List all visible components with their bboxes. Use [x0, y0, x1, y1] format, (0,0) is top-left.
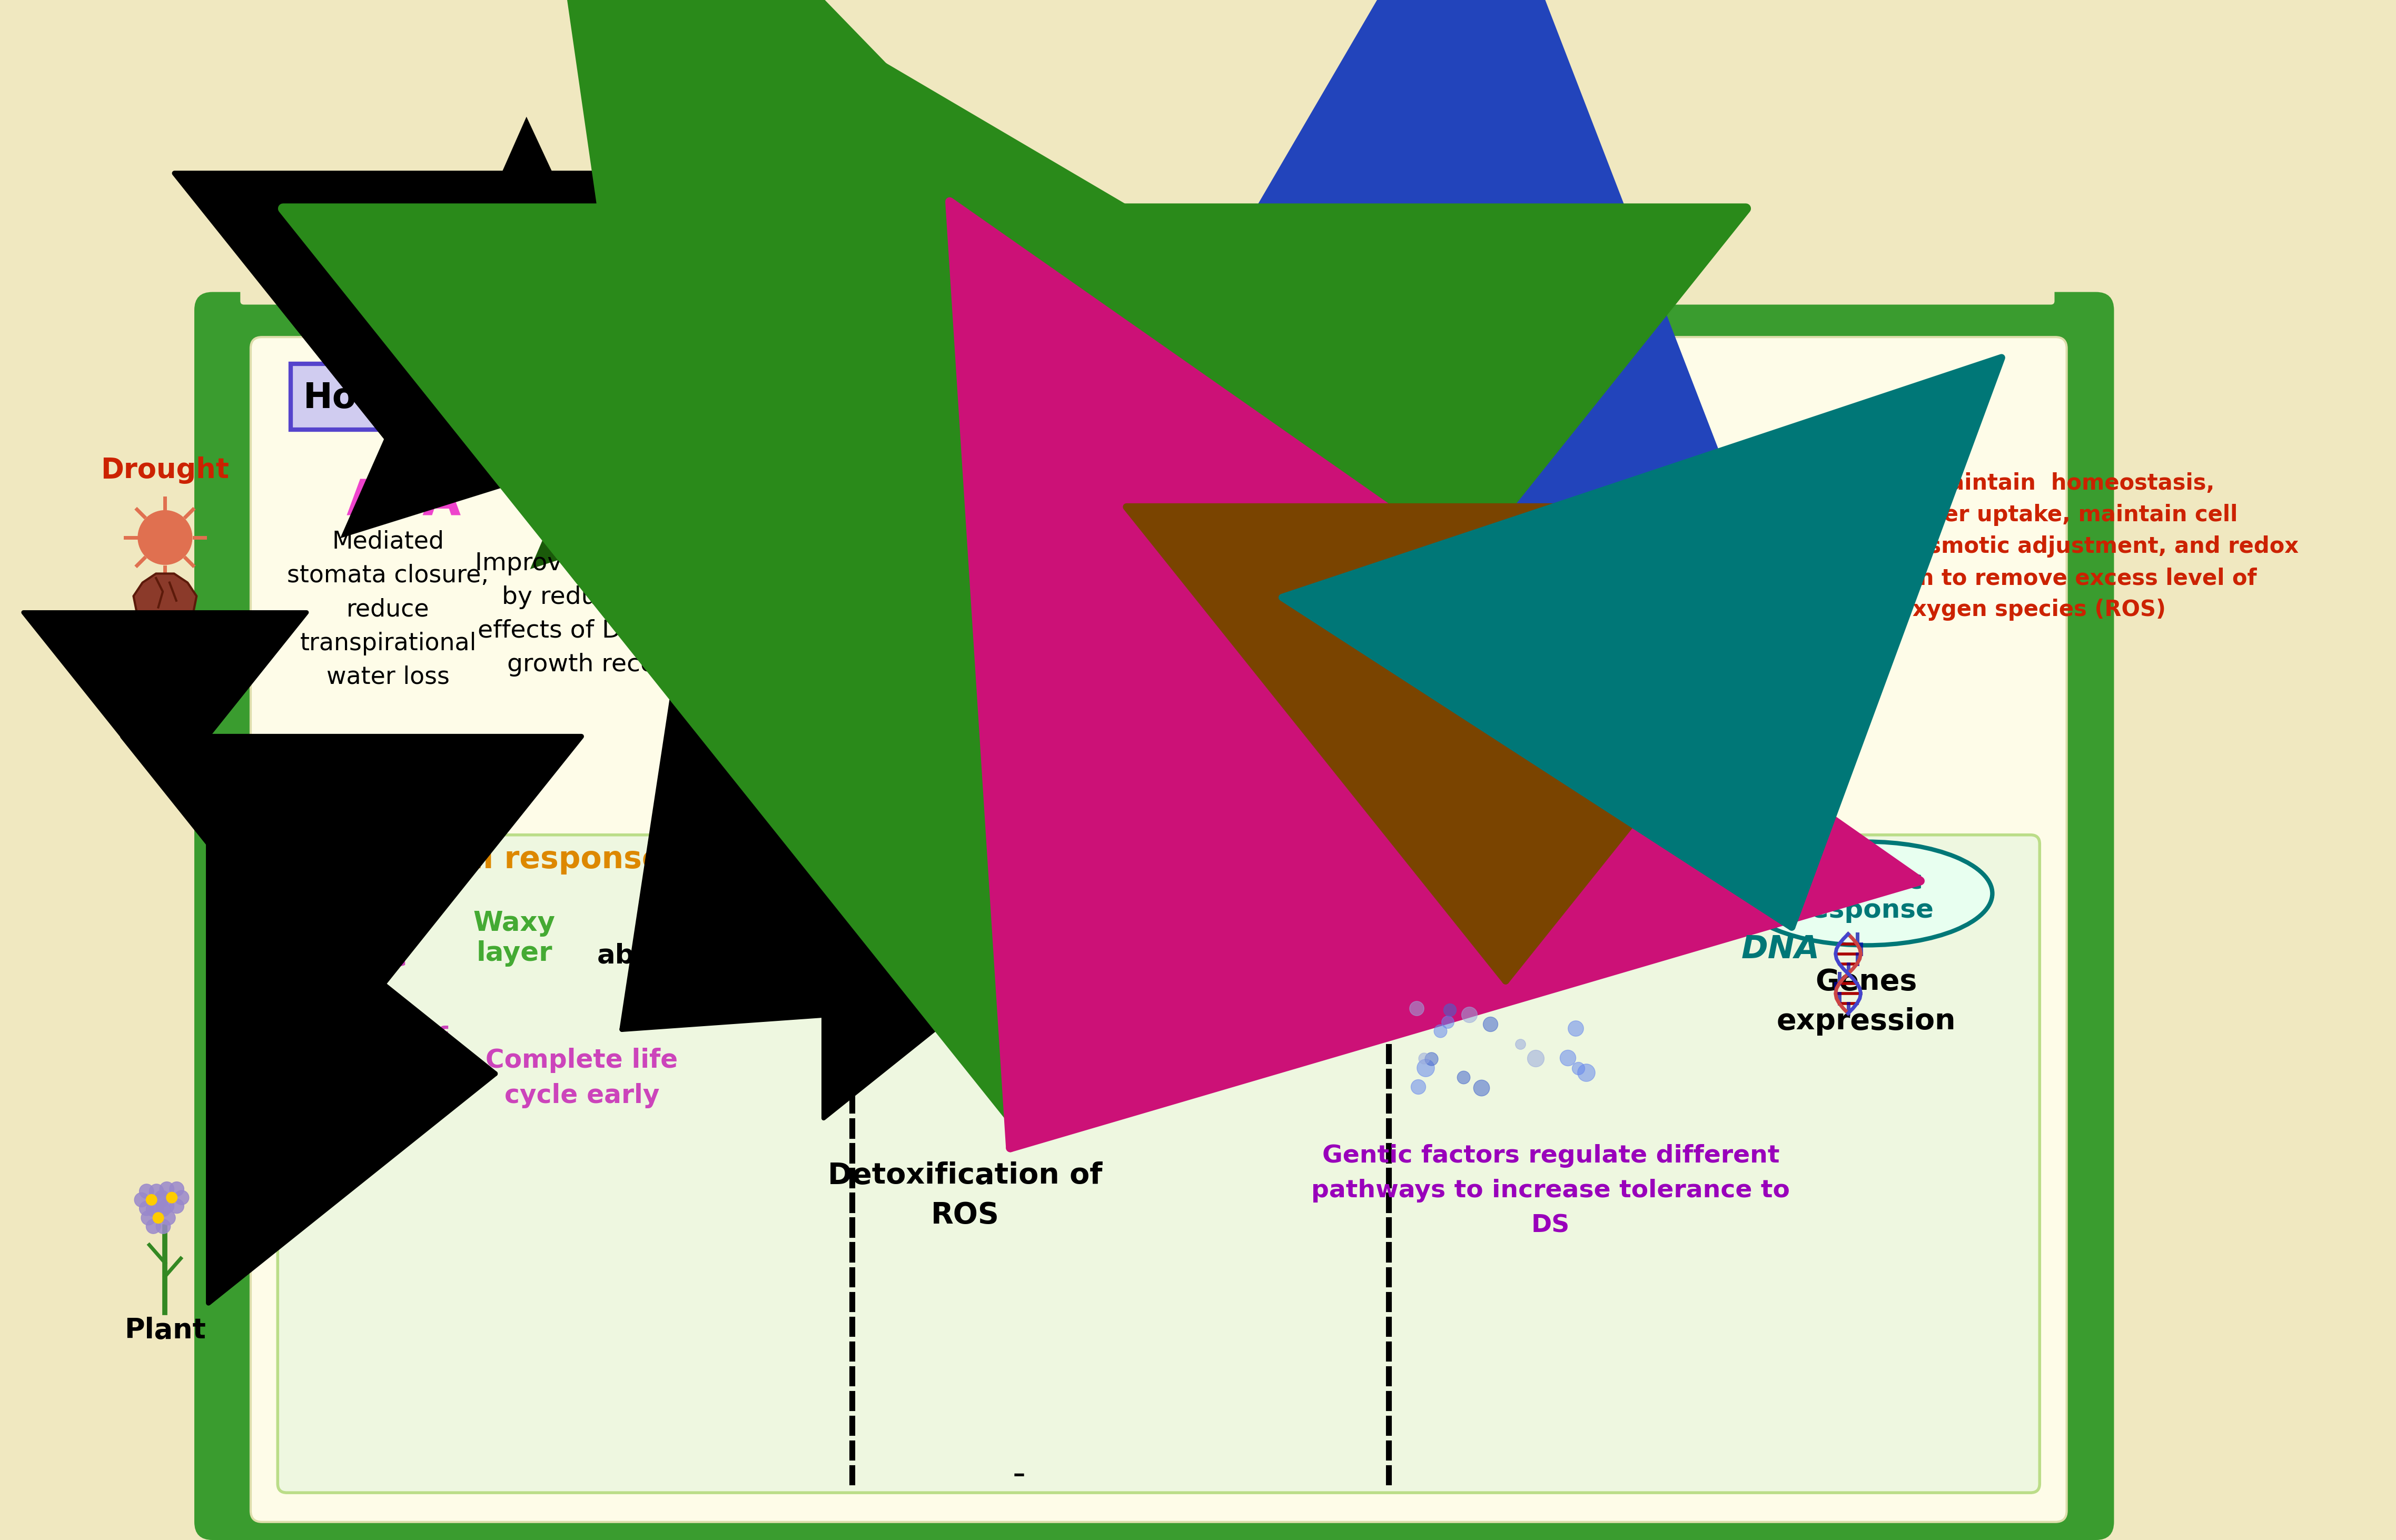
Point [1555, 1016, 1593, 1041]
Text: GB: GB [676, 433, 728, 467]
Circle shape [149, 1201, 163, 1215]
Text: Antioxidants: Antioxidants [920, 890, 1129, 919]
Circle shape [139, 510, 192, 565]
FancyBboxPatch shape [252, 337, 2068, 1522]
Circle shape [156, 1190, 170, 1204]
Text: Leaf
abscission: Leaf abscission [597, 912, 755, 969]
Point [1517, 1046, 1555, 1070]
FancyBboxPatch shape [240, 225, 2053, 305]
Text: Hormones: Hormones [304, 380, 506, 416]
Text: Proline: Proline [1318, 457, 1433, 487]
Circle shape [153, 1212, 163, 1223]
Point [1404, 1046, 1442, 1070]
Text: ABA: ABA [347, 477, 462, 525]
Text: Complete life
cycle early: Complete life cycle early [486, 1047, 678, 1109]
Text: Plants responses to drought stress: Plants responses to drought stress [654, 240, 1639, 290]
Point [1567, 1060, 1605, 1084]
Point [1406, 1055, 1445, 1080]
Text: JA: JA [541, 371, 577, 402]
Text: Genes
expression: Genes expression [1775, 967, 1955, 1035]
Point [1411, 1047, 1450, 1072]
Point [1399, 1075, 1438, 1100]
Text: GB: GB [1481, 457, 1533, 491]
Text: Mediated
stomata closure,
reduce
transpirational
water loss: Mediated stomata closure, reduce transpi… [288, 530, 489, 688]
Point [1445, 1064, 1483, 1089]
Text: APX: APX [913, 936, 980, 964]
Text: Detoxification of
ROS: Detoxification of ROS [827, 1161, 1102, 1229]
Point [1450, 1003, 1488, 1027]
Text: Osmolytes: Osmolytes [1404, 380, 1613, 416]
Point [1397, 996, 1435, 1021]
Polygon shape [134, 573, 196, 631]
Text: SA: SA [769, 473, 817, 504]
Circle shape [141, 1210, 156, 1224]
Point [1462, 1075, 1500, 1100]
Text: Physiological factors: Physiological factors [879, 833, 1239, 864]
Ellipse shape [1739, 842, 1993, 946]
Point [1421, 1019, 1459, 1044]
Circle shape [153, 1192, 168, 1207]
Text: Proline: Proline [1064, 476, 1198, 508]
Text: Morphological responses: Morphological responses [249, 844, 680, 875]
Text: Proteins: Proteins [1423, 849, 1589, 884]
Text: Waxy
layer: Waxy layer [472, 910, 556, 967]
FancyBboxPatch shape [278, 835, 2039, 1492]
Circle shape [146, 1220, 161, 1234]
FancyBboxPatch shape [894, 873, 1152, 935]
Circle shape [156, 1220, 170, 1234]
Text: Plant: Plant [125, 1317, 206, 1344]
Text: Arginine: Arginine [985, 718, 1124, 745]
Text: Maintaining of
tissue water
contents: Maintaining of tissue water contents [237, 1026, 448, 1121]
FancyBboxPatch shape [290, 363, 518, 430]
Text: Genetic
response: Genetic response [1799, 869, 1934, 922]
Point [1428, 1010, 1466, 1035]
FancyBboxPatch shape [1380, 363, 1634, 430]
Text: Stomatal
closure: Stomatal closure [283, 915, 422, 972]
Point [1548, 1046, 1586, 1070]
Circle shape [161, 1200, 175, 1214]
Text: SOD: SOD [1042, 936, 1112, 964]
Circle shape [139, 1201, 153, 1215]
Text: -: - [1014, 1457, 1025, 1492]
Circle shape [134, 1192, 149, 1207]
Circle shape [149, 1184, 163, 1198]
Circle shape [156, 1203, 170, 1217]
Circle shape [161, 1210, 175, 1224]
Text: DNA: DNA [1742, 935, 1821, 966]
Text: Drought: Drought [101, 456, 230, 484]
Point [1560, 1056, 1598, 1081]
Circle shape [161, 1181, 175, 1197]
Text: Improve plant growth
by reducing toxic
effects of DS. Help in
growth recovery: Improve plant growth by reducing toxic e… [474, 551, 743, 676]
Text: CAT: CAT [1047, 1027, 1109, 1056]
Circle shape [175, 1190, 189, 1204]
Circle shape [165, 1192, 177, 1203]
Text: Homarine: Homarine [1222, 718, 1382, 745]
Text: CK: CK [774, 679, 822, 711]
Circle shape [146, 1195, 156, 1206]
Point [1430, 998, 1469, 1023]
Text: Osmolytes maintain  homeostasis,
improve water uptake, maintain cell
turgor by o: Osmolytes maintain homeostasis, improve … [1790, 473, 2298, 621]
Circle shape [170, 1200, 184, 1214]
Point [1502, 1032, 1541, 1056]
Circle shape [146, 1203, 161, 1217]
FancyBboxPatch shape [194, 293, 2113, 1540]
Text: Gentic factors regulate different
pathways to increase tolerance to
DS: Gentic factors regulate different pathwa… [1311, 1144, 1790, 1238]
Circle shape [139, 1184, 153, 1198]
Point [1471, 1012, 1509, 1036]
Circle shape [170, 1181, 184, 1197]
